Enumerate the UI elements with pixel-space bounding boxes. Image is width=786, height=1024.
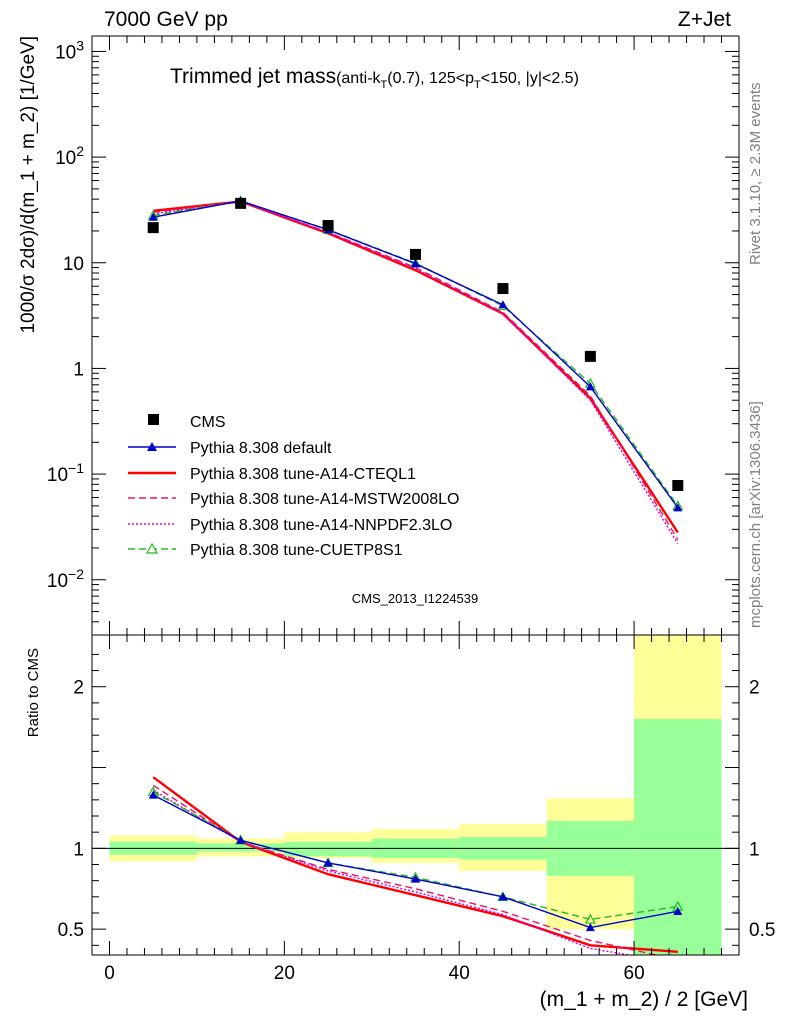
x-tick-label: 0: [104, 963, 115, 984]
analysis-watermark: CMS_2013_I1224539: [352, 591, 479, 606]
legend-label: CMS: [190, 414, 226, 431]
ratio-series-group: [147, 776, 684, 955]
x-axis-label: (m_1 + m_2) / 2 [GeV]: [540, 988, 748, 1011]
ratio-series-point: [148, 790, 158, 799]
legend-label: Pythia 8.308 tune-A14-MSTW2008LO: [190, 491, 459, 508]
ratio-band-inner: [634, 719, 722, 955]
x-tick-label: 60: [624, 963, 645, 984]
ratio-tick-label-right: 0.5: [749, 920, 775, 941]
legend-marker: [147, 442, 157, 451]
mcplots-label: mcplots.cern.ch [arXiv:1306.3436]: [747, 401, 764, 628]
series-point: [673, 503, 683, 512]
data-point: [672, 479, 684, 491]
ratio-tick-label-right: 1: [749, 839, 760, 860]
ratio-tick-label-left: 2: [73, 678, 84, 699]
chart-subtitle: (anti-kT(0.7), 125<pT<150, |y|<2.5): [336, 70, 579, 91]
x-tick-label: 40: [449, 963, 470, 984]
y-tick-label: 103: [55, 37, 84, 63]
y-axis-label: 1000/σ 2dσ)/d(m_1 + m_2) [1/GeV]: [18, 36, 39, 334]
series-point: [498, 300, 508, 309]
legend-label: Pythia 8.308 tune-A14-CTEQL1: [190, 466, 416, 483]
data-point: [497, 283, 509, 295]
legend: CMS Pythia 8.308 default Pythia 8.308 tune…: [128, 414, 459, 559]
ratio-series-point: [411, 874, 420, 883]
data-point: [147, 222, 159, 234]
ratio-y-axis-label: Ratio to CMS: [25, 648, 42, 737]
y-tick-label: 10−2: [47, 566, 84, 592]
y-tick-label: 1: [73, 359, 84, 380]
ratio-series-point: [673, 906, 683, 915]
y-tick-label: 10−1: [47, 460, 84, 486]
header-right: Z+Jet: [678, 8, 731, 31]
data-point: [322, 220, 334, 232]
ratio-tick-label-left: 1: [73, 839, 84, 860]
legend-label: Pythia 8.308 default: [190, 440, 332, 457]
legend-label: Pythia 8.308 tune-A14-NNPDF2.3LO: [190, 517, 452, 534]
legend-marker-cms: [148, 414, 159, 425]
series-line: [153, 200, 679, 507]
ratio-tick-label-left: 0.5: [58, 920, 84, 941]
ratio-frame: [91, 634, 740, 956]
ratio-band-inner: [284, 841, 372, 857]
ratio-plot: 0 20 40 60 0.5 0.5 1 1 2 2: [58, 634, 775, 984]
data-point: [584, 350, 596, 362]
header-left: 7000 GeV pp: [104, 8, 228, 31]
chart-title: Trimmed jet mass(anti-kT(0.7), 125<pT<15…: [170, 65, 579, 91]
series-point: [585, 382, 595, 391]
ratio-tick-label-right: 2: [749, 678, 760, 699]
legend-marker: [145, 542, 159, 554]
data-point: [235, 197, 247, 209]
series-point: [148, 212, 158, 221]
legend-label: Pythia 8.308 tune-CUETP8S1: [190, 542, 403, 559]
series-line: [153, 200, 679, 509]
x-tick-label: 20: [274, 963, 295, 984]
y-tick-label: 102: [55, 143, 84, 169]
ratio-series-point: [323, 858, 333, 867]
rivet-label: Rivet 3.1.10, ≥ 2.3M events: [747, 83, 764, 266]
ratio-series-point: [498, 892, 508, 901]
ratio-band-inner: [196, 843, 285, 852]
ratio-series-point: [585, 923, 595, 932]
y-tick-label: 10: [63, 254, 84, 275]
data-point: [410, 248, 421, 260]
series-point: [411, 259, 420, 268]
ratio-series-point: [236, 835, 246, 844]
